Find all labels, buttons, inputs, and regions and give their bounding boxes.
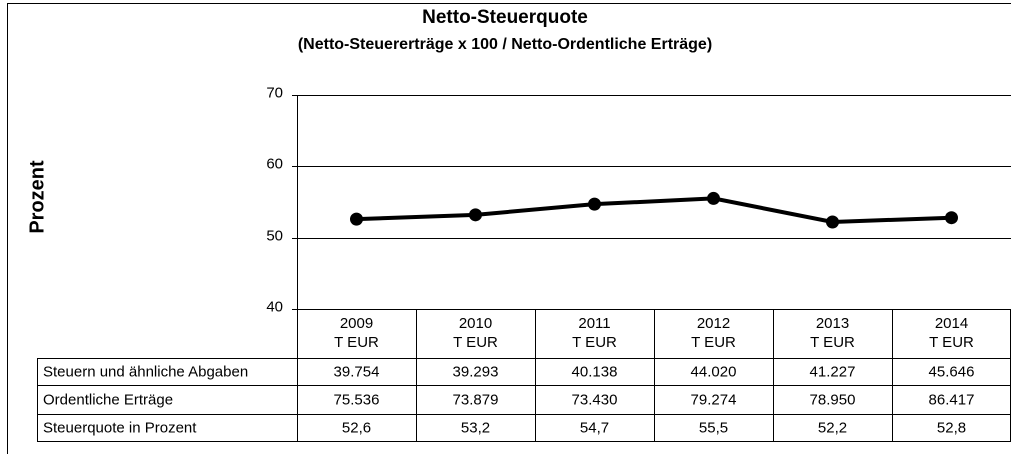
table-row-label: Steuerquote in Prozent [43,419,197,436]
table-cell: 55,5 [699,419,728,436]
x-tick-label: 2009 [340,315,373,332]
x-tick-unit: T EUR [810,334,855,351]
chart-subtitle: (Netto-Steuererträge x 100 / Netto-Orden… [298,36,712,53]
y-tick-label: 60 [266,155,283,172]
x-tick-label: 2014 [935,315,968,332]
x-tick-unit: T EUR [334,334,379,351]
data-point [588,197,601,211]
x-tick-label: 2013 [816,315,849,332]
x-tick-unit: T EUR [691,334,736,351]
data-point [350,212,363,226]
table-cell: 86.417 [929,391,975,408]
chart-frame [7,3,1011,454]
table-cell: 52,8 [937,419,966,436]
x-tick-unit: T EUR [572,334,617,351]
data-line [356,196,952,224]
x-tick-label: 2011 [578,315,610,332]
table-cell: 39.293 [453,363,499,380]
table-row-label: Steuern und ähnliche Abgaben [43,363,248,380]
x-tick-label: 2012 [697,315,730,332]
x-tick-unit: T EUR [453,334,498,351]
table-cell: 45.646 [929,363,975,380]
y-tick-label: 70 [266,84,283,101]
table-cell: 78.950 [810,391,856,408]
table-cell: 52,2 [818,419,847,436]
table-row-label: Ordentliche Erträge [43,391,173,408]
data-point [826,215,839,229]
table-cell: 75.536 [334,391,380,408]
y-tick-label: 40 [266,298,283,315]
chart-title: Netto-Steuerquote [422,7,588,28]
data-point [707,191,720,205]
x-tick-unit: T EUR [929,334,974,351]
data-point [945,211,958,225]
table-cell: 53,2 [461,419,490,436]
table-cell: 73.430 [572,391,618,408]
y-axis-label: Prozent [26,160,48,234]
table-cell: 40.138 [572,363,618,380]
x-tick-label: 2010 [459,315,492,332]
table-cell: 79.274 [691,391,737,408]
table-cell: 54,7 [580,419,609,436]
table-cell: 44.020 [691,363,737,380]
data-point [469,208,482,222]
table-cell: 73.879 [453,391,499,408]
table-cell: 41.227 [810,363,856,380]
y-tick-label: 50 [266,227,283,244]
table-cell: 39.754 [334,363,380,380]
table-cell: 52,6 [342,419,371,436]
